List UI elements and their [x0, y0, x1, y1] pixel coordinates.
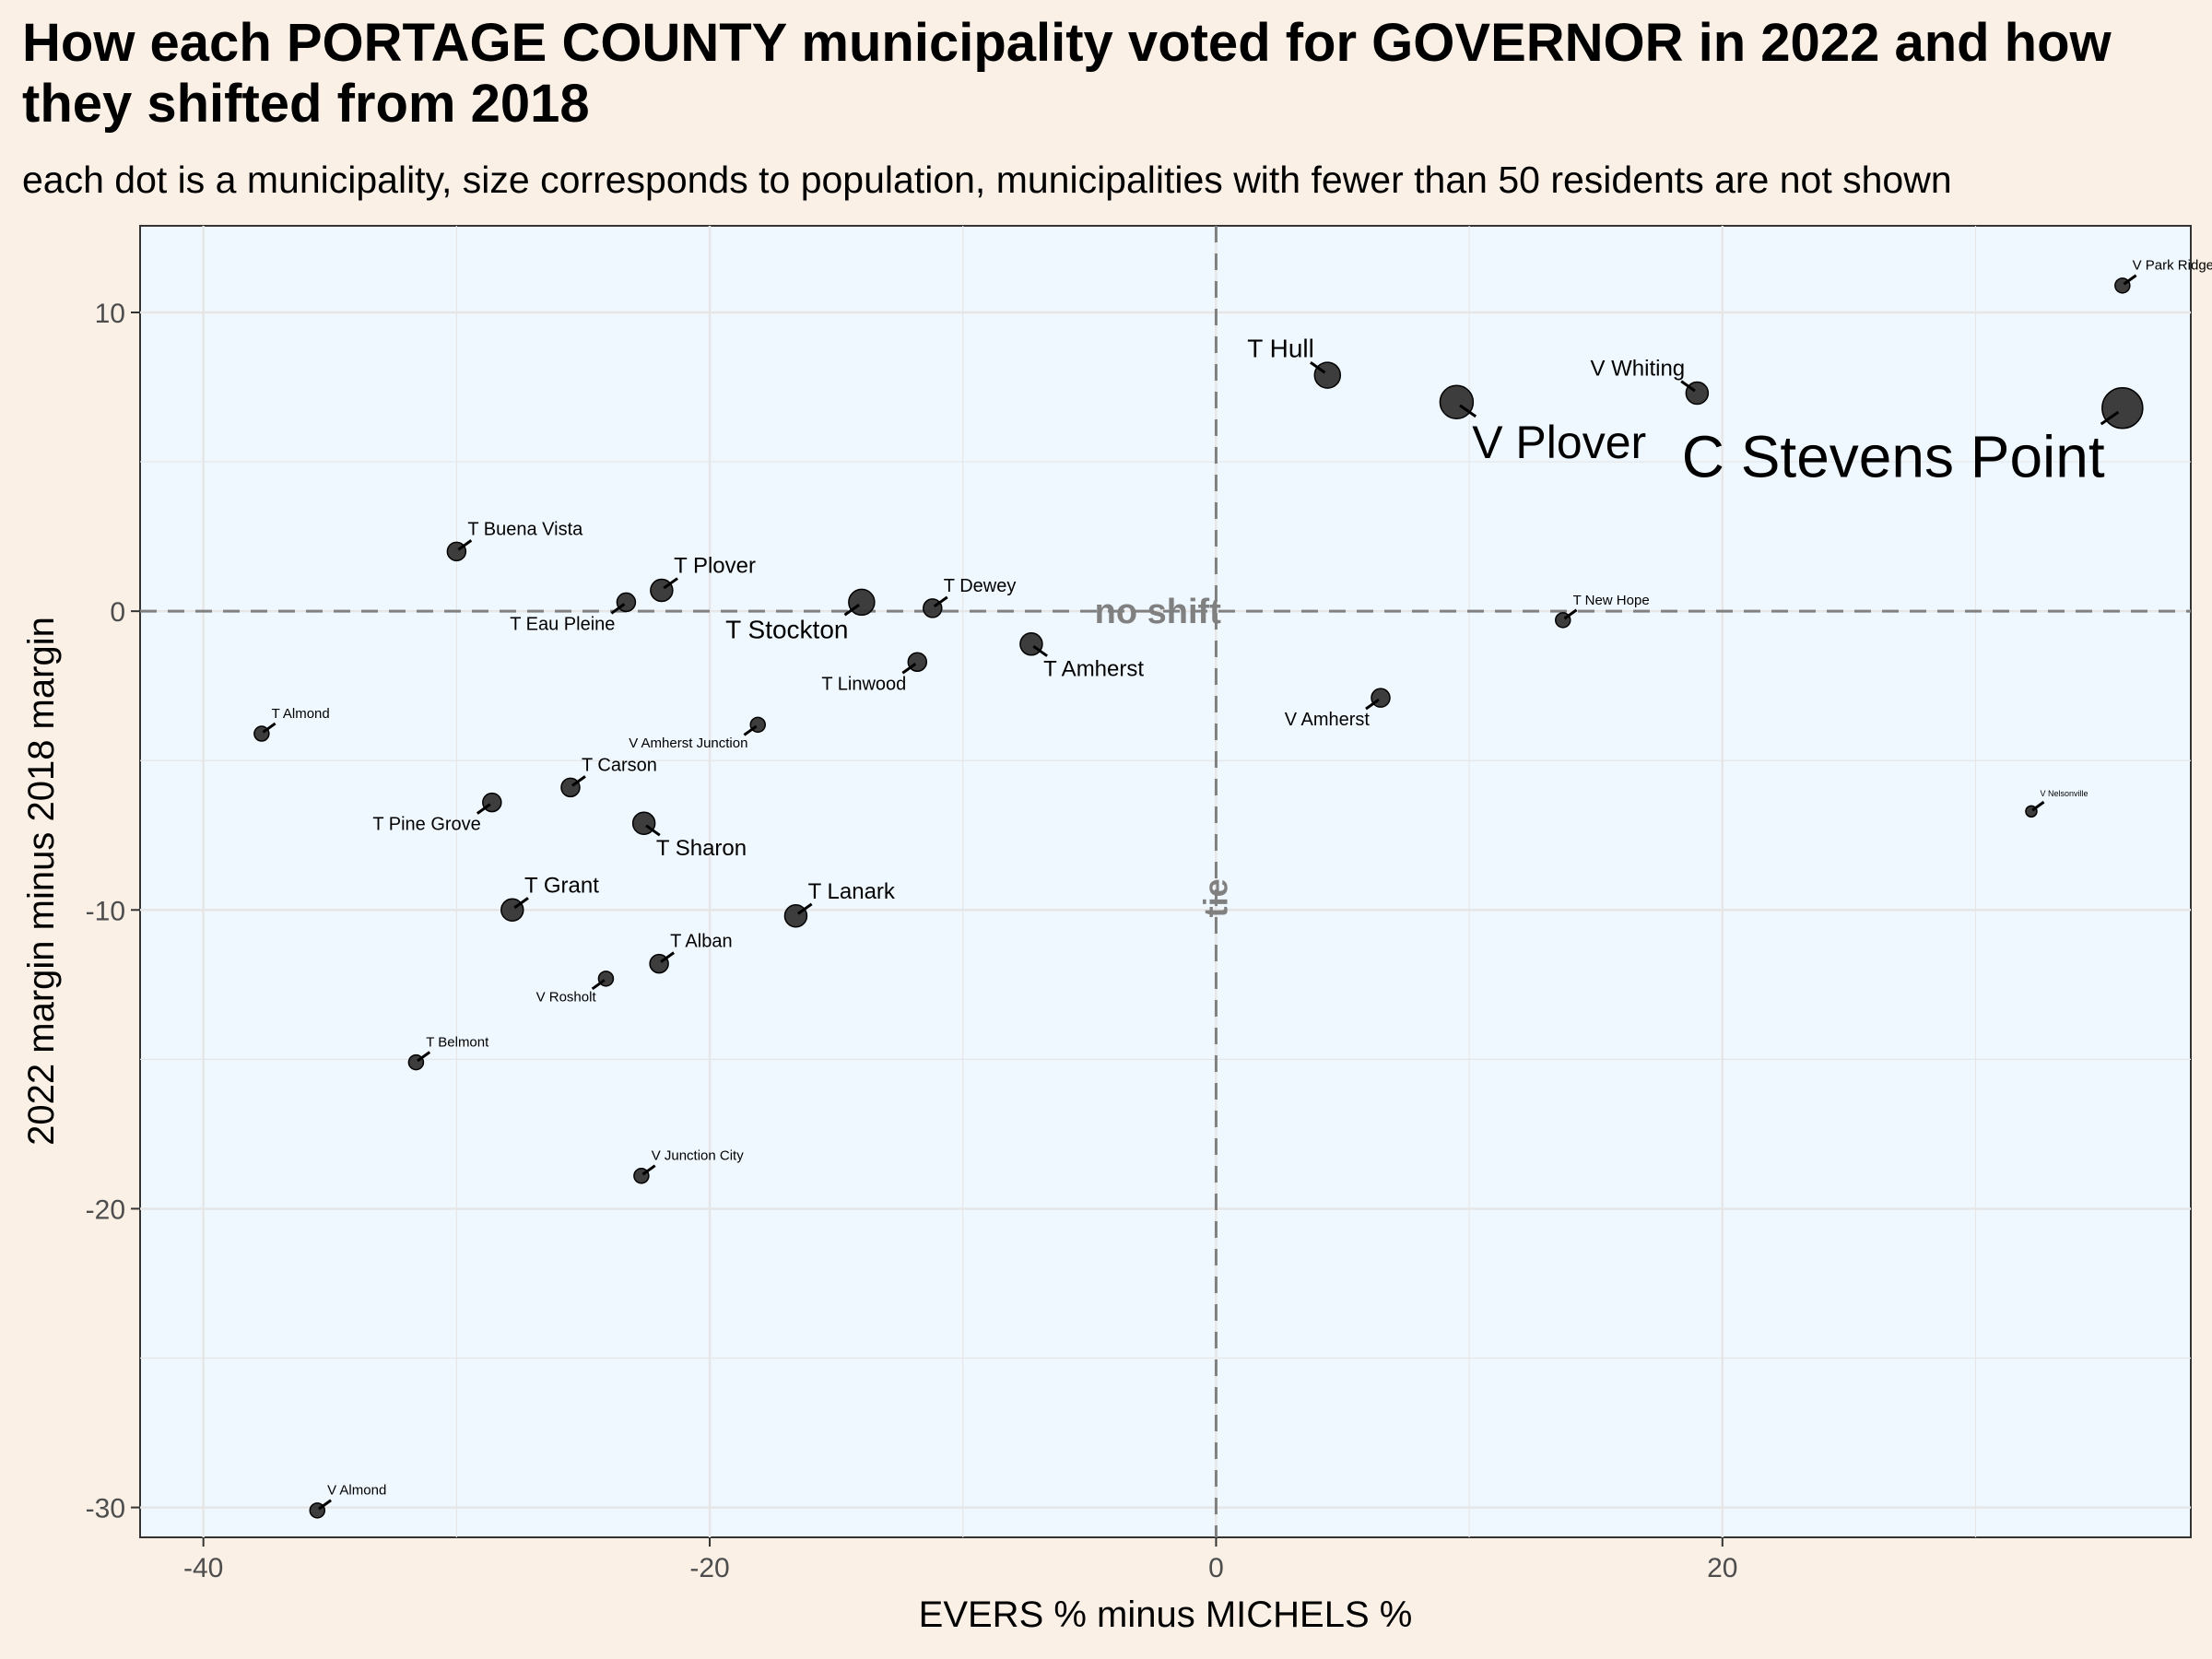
- municipality-point: [1313, 361, 1342, 389]
- label-leader-line: [262, 722, 276, 734]
- label-leader-line: [843, 603, 860, 617]
- municipality-point: [2101, 386, 2144, 429]
- municipality-label: T Plover: [674, 554, 756, 579]
- municipality-label: C Stevens Point: [1682, 424, 2105, 490]
- municipality-label: T Pine Grove: [372, 815, 480, 835]
- data-labels: V Park Ridge T Hull V Plover V Whiting C Ste…: [272, 258, 2212, 1499]
- municipality-label: T Grant: [524, 873, 599, 898]
- municipality-label: T New Hope: [1573, 593, 1650, 608]
- label-leader-line: [1365, 698, 1380, 711]
- y-tick-label: -30: [86, 1494, 125, 1524]
- label-leader-line: [901, 663, 917, 675]
- label-leader-line: [610, 603, 626, 615]
- municipality-label: T Belmont: [426, 1035, 489, 1051]
- municipality-label: T Dewey: [944, 576, 1017, 596]
- municipality-label: V Plover: [1472, 417, 1646, 468]
- label-leader-line: [2031, 800, 2045, 812]
- tie-label: tie: [1196, 878, 1234, 917]
- y-axis-title: 2022 margin minus 2018 margin: [21, 617, 62, 1146]
- municipality-label: V Almond: [327, 1483, 386, 1499]
- label-leader-line: [1680, 380, 1696, 393]
- label-leader-line: [1310, 361, 1326, 374]
- label-leader-line: [2123, 274, 2137, 286]
- label-leader-line: [663, 577, 678, 590]
- label-leader-line: [743, 724, 758, 736]
- municipality-point: [848, 588, 876, 617]
- reference-lines: no shift tie: [140, 226, 2191, 1537]
- y-tick-label: 0: [110, 597, 125, 628]
- plot-panel: [139, 225, 2192, 1538]
- y-tick-label: -20: [86, 1194, 125, 1225]
- label-leader-line: [417, 1051, 431, 1063]
- label-leader-line: [1032, 644, 1048, 657]
- municipality-label: T Stockton: [725, 615, 848, 643]
- municipality-label: T Almond: [272, 706, 330, 722]
- label-leader-line: [513, 897, 529, 910]
- label-leader-line: [645, 824, 661, 837]
- label-leader-line: [933, 595, 948, 608]
- municipality-label: V Junction City: [652, 1148, 745, 1164]
- label-leader-line: [457, 539, 473, 551]
- municipality-label: T Hull: [1247, 334, 1314, 362]
- no-shift-label: no shift: [1095, 593, 1222, 631]
- municipality-label: V Rosholt: [536, 989, 597, 1005]
- municipality-label: T Eau Pleine: [510, 614, 615, 634]
- y-tick-label: -10: [86, 896, 125, 926]
- x-tick-label: 20: [1707, 1553, 1737, 1583]
- municipality-label: T Lanark: [808, 879, 896, 904]
- municipality-label: T Linwood: [821, 674, 906, 694]
- label-leader-line: [1563, 608, 1578, 620]
- municipality-label: T Alban: [670, 932, 732, 952]
- municipality-label: V Amherst: [1285, 710, 1371, 730]
- label-leader-line: [2100, 410, 2120, 426]
- municipality-label: T Sharon: [656, 836, 747, 861]
- label-leader-line: [641, 1164, 656, 1176]
- x-axis-title: EVERS % minus MICHELS %: [919, 1594, 1413, 1635]
- municipality-label: T Carson: [582, 755, 657, 775]
- municipality-label: V Park Ridge: [2133, 258, 2212, 274]
- municipality-label: T Buena Vista: [467, 519, 583, 539]
- label-leader-line: [318, 1499, 332, 1511]
- municipality-label: V Whiting: [1590, 357, 1685, 382]
- municipality-label: V Nelsonville: [2041, 789, 2088, 798]
- label-leader-line: [660, 951, 675, 963]
- x-tick-label: 0: [1208, 1553, 1224, 1583]
- municipality-point: [1439, 384, 1475, 419]
- chart-title: How each PORTAGE COUNTY municipality vot…: [22, 13, 2112, 134]
- municipality-label: V Amherst Junction: [629, 735, 747, 751]
- x-tick-label: -20: [689, 1553, 729, 1583]
- label-leader-line: [571, 775, 586, 787]
- y-tick-label: 10: [95, 299, 125, 329]
- axis-ticks: -40 -20 0 20 -30 -20 -10 0 10: [86, 299, 1738, 1583]
- chart-subtitle: each dot is a municipality, size corresp…: [22, 159, 1952, 201]
- label-leader-line: [476, 803, 491, 815]
- label-leader-line: [1459, 404, 1477, 418]
- x-tick-label: -40: [183, 1553, 223, 1583]
- label-leader-line: [796, 902, 813, 915]
- municipality-label: T Amherst: [1043, 656, 1144, 681]
- label-leader-line: [591, 979, 606, 991]
- data-points: [253, 274, 2144, 1519]
